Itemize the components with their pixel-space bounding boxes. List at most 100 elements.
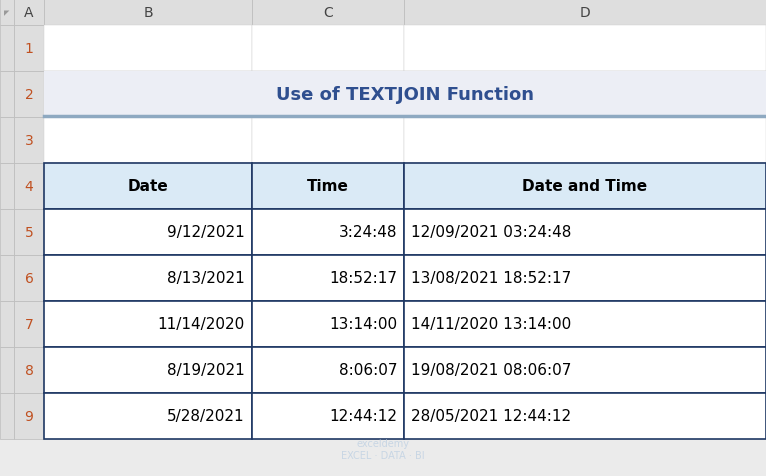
- Bar: [0, 301, 14, 347]
- Text: 11/14/2020: 11/14/2020: [158, 317, 245, 332]
- Text: Use of TEXTJOIN Function: Use of TEXTJOIN Function: [276, 86, 534, 104]
- Bar: [44, 209, 252, 256]
- Text: 3: 3: [25, 134, 34, 148]
- Bar: [44, 393, 252, 439]
- Bar: [44, 301, 252, 347]
- Text: 5: 5: [25, 226, 34, 239]
- Bar: [404, 72, 766, 118]
- Bar: [252, 256, 404, 301]
- Text: 3:24:48: 3:24:48: [339, 225, 397, 240]
- Bar: [14, 393, 44, 439]
- Text: 13/08/2021 18:52:17: 13/08/2021 18:52:17: [411, 271, 571, 286]
- Bar: [252, 26, 404, 72]
- Bar: [252, 72, 404, 118]
- Bar: [252, 209, 404, 256]
- Bar: [404, 301, 766, 347]
- Bar: [44, 72, 766, 118]
- Bar: [252, 393, 404, 439]
- Bar: [404, 256, 766, 301]
- Bar: [44, 256, 252, 301]
- Text: 6: 6: [25, 271, 34, 286]
- Bar: [14, 0, 44, 26]
- Text: 2: 2: [25, 88, 34, 102]
- Text: 4: 4: [25, 179, 34, 194]
- Text: 8/13/2021: 8/13/2021: [167, 271, 245, 286]
- Bar: [14, 347, 44, 393]
- Bar: [14, 118, 44, 164]
- Bar: [404, 26, 766, 72]
- Bar: [14, 256, 44, 301]
- Bar: [14, 164, 44, 209]
- Bar: [0, 72, 14, 118]
- Bar: [252, 393, 404, 439]
- Bar: [252, 347, 404, 393]
- Bar: [252, 164, 404, 209]
- Text: 12/09/2021 03:24:48: 12/09/2021 03:24:48: [411, 225, 571, 240]
- Bar: [44, 209, 252, 256]
- Text: B: B: [143, 6, 152, 20]
- Bar: [404, 118, 766, 164]
- Bar: [0, 26, 14, 72]
- Text: 1: 1: [25, 42, 34, 56]
- Text: 12:44:12: 12:44:12: [329, 408, 397, 424]
- Text: ◤: ◤: [5, 10, 10, 16]
- Bar: [0, 393, 14, 439]
- Bar: [404, 209, 766, 256]
- Text: 5/28/2021: 5/28/2021: [168, 408, 245, 424]
- Bar: [404, 256, 766, 301]
- Bar: [0, 256, 14, 301]
- Text: 18:52:17: 18:52:17: [329, 271, 397, 286]
- Bar: [0, 209, 14, 256]
- Bar: [252, 0, 404, 26]
- Bar: [14, 26, 44, 72]
- Text: 14/11/2020 13:14:00: 14/11/2020 13:14:00: [411, 317, 571, 332]
- Bar: [44, 0, 252, 26]
- Bar: [44, 301, 252, 347]
- Bar: [252, 209, 404, 256]
- Text: exceldemy
EXCEL · DATA · BI: exceldemy EXCEL · DATA · BI: [341, 438, 425, 460]
- Bar: [14, 209, 44, 256]
- Bar: [0, 118, 14, 164]
- Bar: [0, 347, 14, 393]
- Text: A: A: [25, 6, 34, 20]
- Text: 28/05/2021 12:44:12: 28/05/2021 12:44:12: [411, 408, 571, 424]
- Text: 8: 8: [25, 363, 34, 377]
- Bar: [404, 164, 766, 209]
- Text: D: D: [580, 6, 591, 20]
- Bar: [404, 0, 766, 26]
- Bar: [44, 164, 252, 209]
- Bar: [252, 164, 404, 209]
- Text: 19/08/2021 08:06:07: 19/08/2021 08:06:07: [411, 363, 571, 378]
- Bar: [14, 301, 44, 347]
- Bar: [404, 393, 766, 439]
- Bar: [252, 301, 404, 347]
- Bar: [404, 347, 766, 393]
- Bar: [404, 393, 766, 439]
- Bar: [44, 72, 252, 118]
- Text: 9: 9: [25, 409, 34, 423]
- Text: 7: 7: [25, 317, 34, 331]
- Bar: [44, 393, 252, 439]
- Bar: [252, 256, 404, 301]
- Bar: [44, 164, 252, 209]
- Bar: [44, 26, 252, 72]
- Text: Date: Date: [128, 179, 169, 194]
- Text: 13:14:00: 13:14:00: [329, 317, 397, 332]
- Bar: [404, 209, 766, 256]
- Text: Time: Time: [307, 179, 349, 194]
- Bar: [0, 0, 14, 26]
- Text: 8/19/2021: 8/19/2021: [167, 363, 245, 378]
- Bar: [404, 164, 766, 209]
- Bar: [404, 347, 766, 393]
- Bar: [252, 347, 404, 393]
- Bar: [44, 256, 252, 301]
- Bar: [14, 72, 44, 118]
- Text: 9/12/2021: 9/12/2021: [167, 225, 245, 240]
- Bar: [252, 301, 404, 347]
- Bar: [44, 347, 252, 393]
- Text: Date and Time: Date and Time: [522, 179, 647, 194]
- Bar: [44, 347, 252, 393]
- Text: 8:06:07: 8:06:07: [339, 363, 397, 378]
- Bar: [44, 118, 252, 164]
- Bar: [404, 301, 766, 347]
